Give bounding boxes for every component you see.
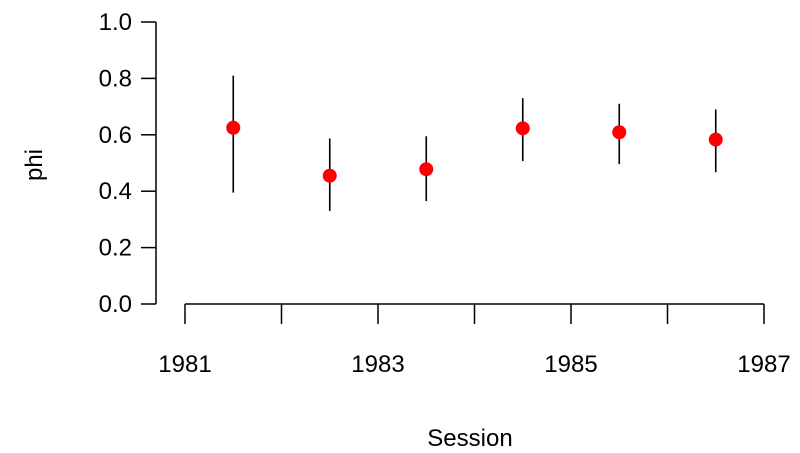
y-tick-label: 0.2 xyxy=(99,235,132,262)
data-point xyxy=(226,120,241,135)
y-axis: 0.0 0.2 0.4 0.6 0.8 1.0 xyxy=(99,9,157,318)
x-tick-label: 1983 xyxy=(351,351,404,378)
data-point xyxy=(612,125,627,140)
data-points xyxy=(226,120,723,183)
y-tick-label: 0.8 xyxy=(99,65,132,92)
x-axis-title: Session xyxy=(427,425,512,452)
y-tick-label: 1.0 xyxy=(99,9,132,36)
y-axis-title: phi xyxy=(21,149,48,181)
y-tick-label: 0.0 xyxy=(99,291,132,318)
y-tick-label: 0.6 xyxy=(99,122,132,149)
x-tick-label: 1987 xyxy=(737,351,790,378)
x-tick-label: 1985 xyxy=(544,351,597,378)
y-tick-label: 0.4 xyxy=(99,178,132,205)
data-point xyxy=(708,132,723,147)
x-axis: 1981 1983 1985 1987 xyxy=(158,303,791,378)
data-point xyxy=(419,162,434,177)
x-tick-label: 1981 xyxy=(158,351,211,378)
data-point xyxy=(515,121,530,136)
error-bars xyxy=(232,75,717,211)
data-point xyxy=(322,168,337,183)
